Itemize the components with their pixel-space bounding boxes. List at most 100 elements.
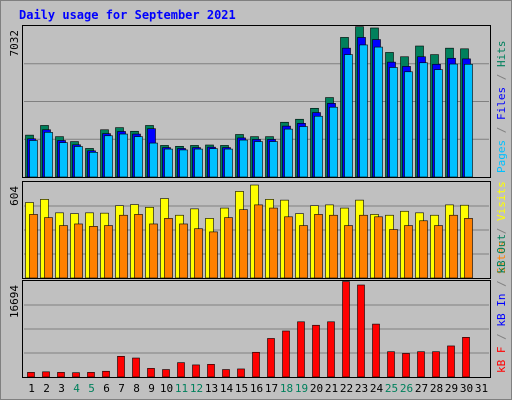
bar-sites — [29, 214, 38, 279]
bar-kbf — [372, 323, 380, 378]
bar-sites — [284, 216, 293, 279]
day-label: 24 — [370, 382, 384, 395]
day-label: 28 — [430, 382, 443, 395]
bar-pages — [374, 46, 383, 178]
bar-pages — [449, 63, 458, 178]
day-label: 1 — [28, 382, 35, 395]
day-label: 27 — [415, 382, 428, 395]
legend-entry: kB F — [495, 340, 508, 373]
bar-sites — [269, 207, 278, 279]
bar-pages — [254, 141, 263, 178]
day-label: 17 — [265, 382, 278, 395]
bar-kbf — [462, 337, 470, 378]
plot-border — [22, 280, 491, 378]
bar-pages — [239, 139, 248, 178]
legend-entry: / — [495, 327, 508, 340]
bar-sites — [344, 225, 353, 279]
bar-kbf — [252, 351, 260, 378]
day-label: 26 — [400, 382, 413, 395]
bar-pages — [434, 69, 443, 178]
bar-sites — [164, 218, 173, 279]
bar-kbf — [72, 372, 80, 378]
bar-kbf — [417, 351, 425, 378]
day-label: 20 — [310, 382, 323, 395]
bar-kbf — [267, 338, 275, 378]
bar-kbf — [342, 281, 350, 378]
day-label: 5 — [88, 382, 95, 395]
day-label: 8 — [133, 382, 140, 395]
day-label: 16 — [250, 382, 263, 395]
y-max-label: 604 — [8, 186, 21, 206]
legend: Pages / Files / Hits — [495, 41, 508, 174]
day-label: 25 — [385, 382, 398, 395]
legend: Sites / Visits — [495, 181, 508, 274]
bar-kbf — [387, 351, 395, 378]
bar-sites — [209, 231, 218, 279]
bar-pages — [44, 132, 53, 178]
day-label: 18 — [280, 382, 293, 395]
bar-pages — [329, 106, 338, 178]
bar-pages — [134, 136, 143, 178]
day-label: 31 — [475, 382, 488, 395]
bar-pages — [119, 133, 128, 178]
bar-pages — [389, 67, 398, 178]
legend-entry: / — [495, 274, 508, 287]
bar-pages — [464, 63, 473, 178]
bar-kbf — [312, 324, 320, 378]
bar-kbf — [297, 321, 305, 378]
bar-kbf — [357, 284, 365, 378]
plot-border — [22, 181, 491, 279]
legend-entry: kB Out — [495, 234, 508, 274]
legend-entry: Hits — [495, 41, 508, 68]
bar-pages — [59, 142, 68, 178]
bar-sites — [74, 223, 83, 279]
bar-sites — [224, 217, 233, 279]
bar-sites — [374, 216, 383, 279]
legend-entry: Files — [495, 80, 508, 120]
bar-sites — [89, 226, 98, 279]
bar-sites — [359, 214, 368, 279]
bar-kbf — [27, 372, 35, 378]
bar-sites — [59, 225, 68, 279]
bar-pages — [404, 71, 413, 178]
bar-kbf — [162, 369, 170, 378]
legend-entry: / — [495, 221, 508, 234]
day-label: 3 — [58, 382, 65, 395]
bar-sites — [314, 214, 323, 279]
bar-pages — [419, 62, 428, 178]
bar-kbf — [147, 368, 155, 378]
panel-1: 7032 Pages / Files / Hits — [8, 25, 508, 178]
bar-pages — [194, 148, 203, 178]
bar-sites — [299, 225, 308, 279]
bar-sites — [149, 223, 158, 279]
bar-kbf — [132, 357, 140, 378]
bar-kbf — [192, 364, 200, 378]
day-label: 10 — [160, 382, 173, 395]
bar-kbf — [42, 371, 50, 378]
day-label: 21 — [325, 382, 338, 395]
bar-pages — [224, 148, 233, 178]
bar-sites — [464, 218, 473, 279]
bar-sites — [419, 220, 428, 279]
bar-sites — [119, 214, 128, 279]
day-label: 19 — [295, 382, 308, 395]
bar-kbf — [102, 370, 110, 378]
y-max-label: 7032 — [8, 30, 21, 57]
bar-kbf — [87, 372, 95, 378]
panel-2: 604 Sites / Visits — [8, 181, 508, 279]
bar-pages — [74, 146, 83, 178]
day-label: 4 — [73, 382, 80, 395]
day-label: 15 — [235, 382, 248, 395]
bar-sites — [389, 229, 398, 279]
bar-sites — [134, 214, 143, 279]
day-label: 29 — [445, 382, 458, 395]
legend-entry: kB In — [495, 287, 508, 327]
day-label: 13 — [205, 382, 218, 395]
bar-kbf — [117, 355, 125, 378]
bar-kbf — [447, 345, 455, 378]
bar-kbf — [177, 362, 185, 378]
bar-kbf — [222, 369, 230, 378]
bar-sites — [44, 217, 53, 279]
